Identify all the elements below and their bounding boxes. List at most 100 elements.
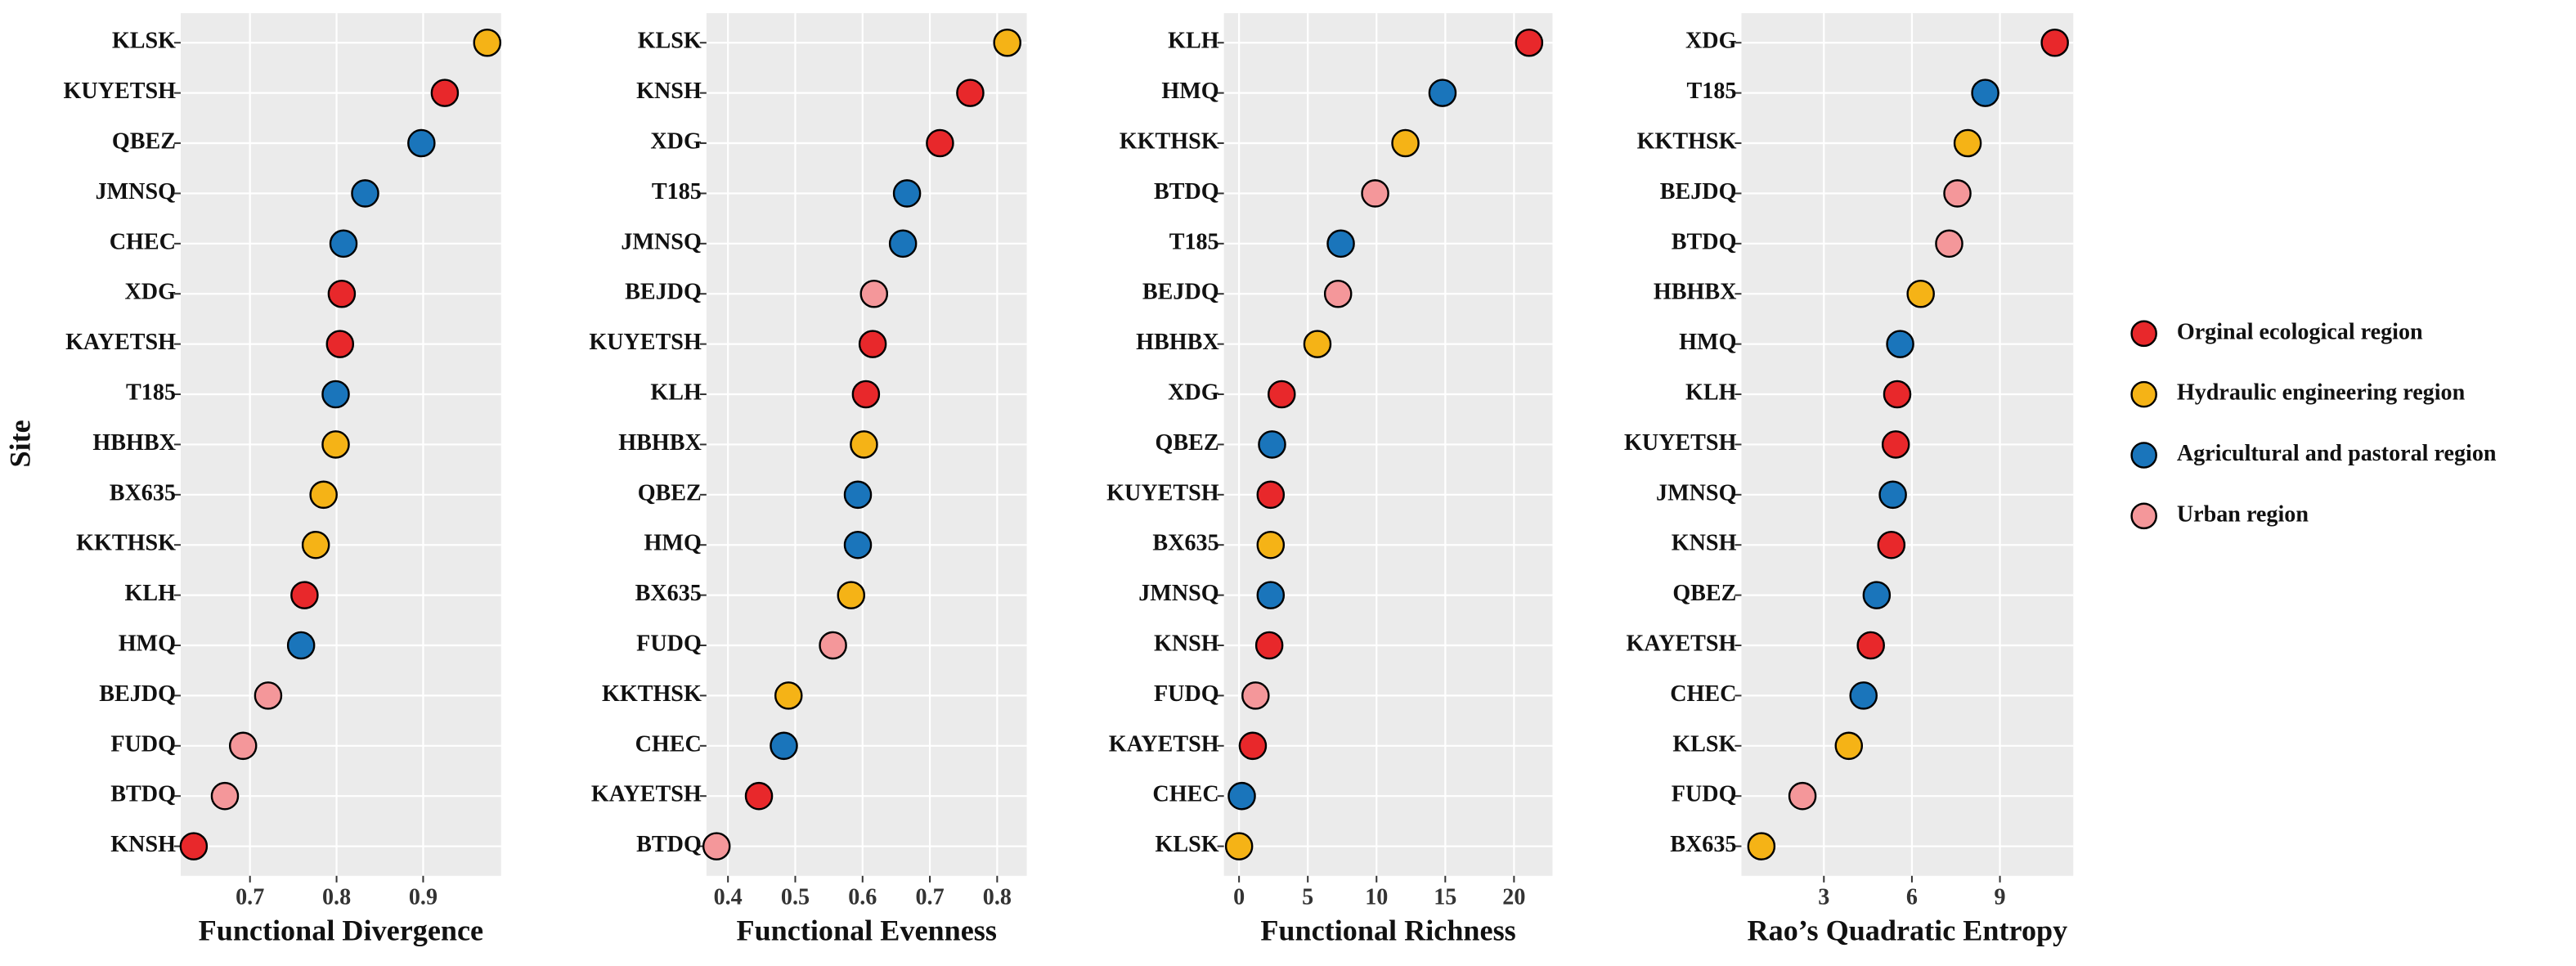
point bbox=[843, 480, 873, 510]
point bbox=[1326, 229, 1355, 258]
y-tick-label: JMNSQ bbox=[96, 179, 176, 204]
point bbox=[1878, 480, 1907, 510]
point bbox=[1256, 480, 1286, 510]
x-tick-label: 20 bbox=[1502, 884, 1525, 910]
point bbox=[301, 530, 330, 559]
y-tick-label: XDG bbox=[650, 128, 702, 154]
point bbox=[926, 128, 954, 158]
point bbox=[1849, 681, 1878, 710]
y-tick-label: KKTHSK bbox=[1637, 128, 1737, 154]
x-tick-label: 0.5 bbox=[781, 884, 810, 910]
point bbox=[351, 179, 379, 208]
point bbox=[1241, 681, 1270, 710]
point bbox=[210, 781, 240, 811]
x-tick-label: 3 bbox=[1818, 884, 1829, 910]
y-tick-label: HMQ bbox=[119, 631, 176, 656]
point bbox=[1224, 832, 1254, 860]
point bbox=[1361, 179, 1389, 208]
y-tick-label: KAYETSH bbox=[65, 330, 176, 355]
y-tick-label: XDG bbox=[1168, 380, 1219, 405]
y-tick-label: FUDQ bbox=[636, 631, 702, 656]
y-tick-label: KUYETSH bbox=[63, 79, 176, 104]
y-tick-label: JMNSQ bbox=[621, 229, 701, 254]
y-tick-label: JMNSQ bbox=[1138, 581, 1218, 606]
point bbox=[1877, 530, 1906, 559]
point bbox=[1515, 28, 1544, 57]
x-tick-label: 0.6 bbox=[848, 884, 877, 910]
y-tick-label: KLSK bbox=[638, 29, 702, 54]
x-tick-label: 0.8 bbox=[983, 884, 1012, 910]
y-tick-label: T185 bbox=[1169, 229, 1219, 254]
point bbox=[892, 179, 922, 208]
legend-label: Hydraulic engineering region bbox=[2177, 380, 2466, 406]
point bbox=[1256, 581, 1286, 609]
point bbox=[1747, 832, 1776, 860]
point bbox=[430, 79, 460, 107]
point bbox=[1953, 128, 1982, 158]
x-axis-label: Functional Evenness bbox=[736, 914, 996, 946]
y-tick-label: T185 bbox=[1687, 79, 1737, 104]
point bbox=[850, 430, 878, 459]
legend-label: Orginal ecological region bbox=[2177, 319, 2423, 344]
y-tick-label: BX635 bbox=[1670, 832, 1736, 857]
legend-marker bbox=[2130, 320, 2157, 348]
y-tick-label: BEJDQ bbox=[1660, 179, 1737, 204]
legend-marker bbox=[2130, 380, 2157, 408]
point bbox=[1862, 581, 1892, 609]
point bbox=[321, 430, 350, 459]
y-tick-label: BTDQ bbox=[636, 832, 702, 857]
y-tick-label: KLH bbox=[124, 581, 176, 606]
y-tick-label: KUYETSH bbox=[1106, 480, 1219, 505]
y-tick-label: BX635 bbox=[635, 581, 702, 606]
x-tick-label: 6 bbox=[1906, 884, 1918, 910]
y-tick-label: T185 bbox=[652, 179, 702, 204]
point bbox=[702, 832, 731, 860]
y-tick-label: FUDQ bbox=[1154, 681, 1219, 707]
y-tick-label: HMQ bbox=[1679, 330, 1736, 355]
point bbox=[1886, 330, 1914, 358]
point bbox=[1258, 430, 1286, 459]
y-tick-label: T185 bbox=[126, 380, 176, 405]
point bbox=[228, 731, 258, 761]
point bbox=[2040, 28, 2069, 57]
y-tick-label: BEJDQ bbox=[99, 681, 176, 707]
point bbox=[1323, 279, 1353, 308]
y-tick-label: KKTHSK bbox=[1120, 128, 1219, 154]
point bbox=[837, 581, 866, 609]
point bbox=[1788, 781, 1817, 811]
point bbox=[1267, 380, 1296, 409]
point bbox=[888, 229, 918, 258]
y-tick-label: HMQ bbox=[1161, 79, 1218, 104]
x-axis-label: Functional Divergence bbox=[199, 914, 483, 946]
y-tick-label: BTDQ bbox=[110, 782, 176, 807]
point bbox=[325, 330, 355, 358]
y-tick-label: FUDQ bbox=[1672, 782, 1737, 807]
y-tick-label: KNSH bbox=[110, 832, 176, 857]
point bbox=[1881, 430, 1910, 459]
point bbox=[179, 832, 209, 860]
y-axis-label: Site bbox=[3, 420, 36, 467]
y-tick-label: BX635 bbox=[1152, 531, 1218, 556]
y-tick-label: CHEC bbox=[635, 731, 702, 757]
y-tick-label: KKTHSK bbox=[602, 681, 702, 707]
y-tick-label: KKTHSK bbox=[76, 531, 176, 556]
point bbox=[1256, 530, 1286, 559]
point bbox=[774, 681, 803, 710]
point bbox=[1943, 179, 1972, 208]
y-tick-label: QBEZ bbox=[1156, 430, 1219, 456]
y-tick-label: CHEC bbox=[1152, 782, 1218, 807]
y-tick-label: KUYETSH bbox=[1624, 430, 1737, 456]
y-tick-label: KAYETSH bbox=[1109, 731, 1219, 757]
y-tick-label: XDG bbox=[1685, 29, 1737, 54]
x-tick-label: 9 bbox=[1995, 884, 2006, 910]
y-tick-label: QBEZ bbox=[112, 128, 176, 154]
point bbox=[1238, 731, 1268, 761]
legend-marker bbox=[2130, 442, 2157, 469]
y-tick-label: KAYETSH bbox=[1627, 631, 1737, 656]
point bbox=[1856, 631, 1885, 660]
y-tick-label: KNSH bbox=[1672, 531, 1737, 556]
x-axis-label: Rao’s Quadratic Entropy bbox=[1748, 914, 2068, 946]
point bbox=[1971, 79, 1999, 107]
point bbox=[254, 681, 283, 710]
